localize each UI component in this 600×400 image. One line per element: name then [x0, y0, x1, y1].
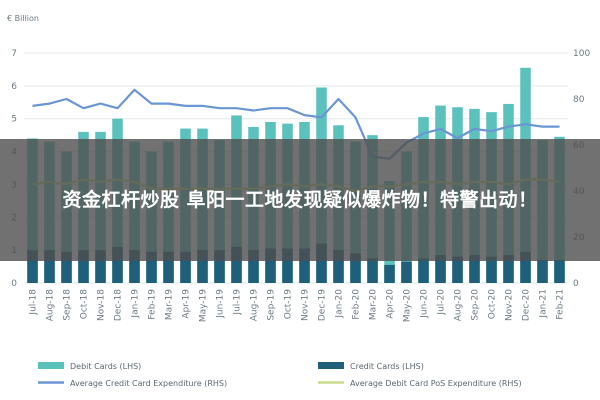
x-axis-tick-label: Oct-20 — [488, 289, 498, 320]
legend-label: Average Debit Card PoS Expenditure (RHS) — [350, 379, 522, 388]
credit-cards-bar — [44, 250, 55, 283]
credit-cards-bar — [316, 243, 327, 283]
headline-banner: 资金杠杆炒股 阜阳一工地发现疑似爆炸物！特警出动！ — [0, 139, 600, 261]
right-axis-tick-label: 100 — [573, 49, 590, 59]
credit-cards-bar — [95, 250, 106, 283]
credit-cards-bar — [367, 258, 378, 283]
x-axis-tick-label: Sep-19 — [267, 289, 277, 321]
left-axis-tick-label: 0 — [11, 279, 17, 289]
credit-cards-bar — [554, 260, 565, 283]
x-axis-tick-label: Jan-20 — [335, 289, 345, 319]
right-axis-tick-label: 80 — [573, 95, 585, 105]
x-axis-tick-label: Apr-20 — [386, 289, 396, 319]
credit-cards-bar — [163, 251, 174, 283]
credit-cards-bar — [486, 256, 497, 283]
x-axis-tick-label: Dec-18 — [114, 289, 124, 321]
x-axis-tick-labels: Jul-18 Aug-18 Sep-18 Oct-18 Nov-18 Dec-18 Jan-… — [29, 289, 566, 322]
credit-cards-bar — [520, 251, 531, 283]
credit-cards-bar — [469, 255, 480, 283]
x-axis-tick-label: Nov-19 — [301, 289, 311, 321]
legend-label: Average Credit Card Expenditure (RHS) — [70, 379, 227, 388]
credit-cards-bar — [214, 250, 225, 283]
x-axis-tick-label: Jun-19 — [216, 289, 226, 319]
credit-cards-bar — [78, 250, 89, 283]
x-axis-tick-label: May-19 — [199, 289, 209, 322]
x-axis-tick-label: Feb-20 — [352, 289, 362, 320]
headline-text: 资金杠杆炒股 阜阳一工地发现疑似爆炸物！特警出动！ — [62, 189, 538, 211]
x-axis-tick-label: Oct-18 — [80, 289, 90, 320]
left-axis-tick-label: 7 — [11, 49, 17, 59]
credit-cards-bar — [503, 255, 514, 283]
x-axis-tick-label: Apr-19 — [182, 289, 192, 319]
credit-cards-bar — [452, 256, 463, 283]
x-axis-tick-label: Sep-18 — [63, 289, 73, 321]
credit-cards-bar — [401, 261, 412, 283]
x-axis-tick-label: Aug-20 — [454, 289, 464, 322]
x-axis-tick-label: Aug-19 — [250, 289, 260, 322]
credit-cards-bar — [146, 251, 157, 283]
x-axis-tick-label: Mar-20 — [369, 289, 379, 320]
x-axis-tick-label: Aug-18 — [46, 289, 56, 322]
legend: Debit Cards (LHS) Credit Cards (LHS) Avera… — [38, 362, 522, 388]
left-axis-tick-label: 6 — [11, 82, 17, 92]
x-axis-tick-label: Jun-20 — [420, 289, 430, 319]
x-axis-tick-label: Dec-20 — [522, 289, 532, 321]
legend-swatch — [318, 362, 344, 369]
legend-label: Debit Cards (LHS) — [70, 362, 141, 371]
avg-credit-card-expenditure-line — [32, 88, 560, 160]
credit-cards-bar — [27, 250, 38, 283]
left-axis-unit-label: € Billion — [7, 14, 39, 23]
x-axis-tick-label: Dec-19 — [318, 289, 328, 321]
x-axis-tick-label: Jan-19 — [131, 289, 141, 319]
credit-cards-bar — [537, 260, 548, 283]
x-axis-tick-label: Jul-18 — [29, 289, 39, 316]
x-axis-tick-label: Nov-18 — [97, 289, 107, 321]
x-axis-tick-label: Mar-19 — [165, 289, 175, 320]
credit-cards-bar — [299, 248, 310, 283]
credit-cards-bar — [350, 253, 361, 283]
credit-cards-bar — [435, 255, 446, 283]
x-axis-tick-label: Oct-19 — [284, 289, 294, 320]
credit-cards-bar — [197, 250, 208, 283]
x-axis-tick-label: Jul-19 — [233, 289, 243, 316]
credit-cards-bar — [129, 250, 140, 283]
legend-swatch — [38, 362, 64, 369]
left-axis-tick-label: 5 — [11, 115, 17, 125]
credit-cards-bar — [418, 258, 429, 283]
credit-cards-bar — [333, 250, 344, 283]
x-axis-tick-label: Feb-19 — [148, 289, 158, 320]
right-axis-tick-label: 0 — [573, 279, 579, 289]
credit-cards-bar — [180, 251, 191, 283]
x-axis-tick-label: Feb-21 — [556, 289, 566, 320]
credit-cards-bar — [248, 250, 259, 283]
legend-label: Credit Cards (LHS) — [350, 362, 424, 371]
x-axis-tick-label: Jan-21 — [539, 289, 549, 319]
credit-cards-bar — [61, 251, 72, 283]
credit-cards-bar — [112, 246, 123, 283]
credit-cards-bar — [231, 246, 242, 283]
credit-cards-bar — [282, 248, 293, 283]
credit-cards-bar — [384, 264, 395, 283]
credit-cards-bar — [265, 248, 276, 283]
x-axis-tick-label: Nov-20 — [505, 289, 515, 321]
x-axis-tick-label: Sep-20 — [471, 289, 481, 321]
x-axis-tick-label: Jul-20 — [437, 289, 447, 316]
x-axis-tick-label: May-20 — [403, 289, 413, 322]
